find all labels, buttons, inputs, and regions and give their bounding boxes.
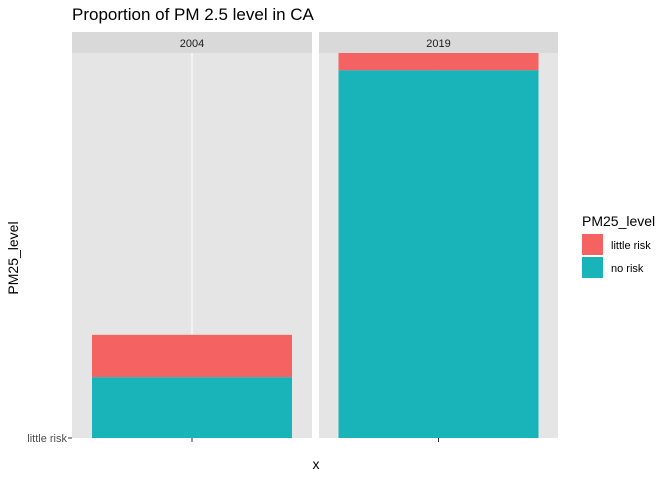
- bar-no-risk-2004: [92, 377, 292, 438]
- facet-strip: [319, 32, 558, 53]
- bar-no-risk-2019: [338, 70, 539, 438]
- legend-label: no risk: [611, 263, 644, 275]
- facet-strip: [72, 32, 312, 53]
- facet-2019: 2019: [319, 32, 558, 442]
- bar-little-risk-2019: [338, 53, 539, 71]
- chart-title: Proportion of PM 2.5 level in CA: [72, 5, 315, 24]
- facet-strip-label: 2019: [426, 38, 450, 50]
- bar-little-risk-2004: [92, 334, 292, 378]
- legend-swatch: [582, 257, 603, 278]
- legend-swatch: [582, 234, 603, 255]
- legend-label: little risk: [611, 240, 651, 252]
- legend: PM25_level little risk no risk: [582, 213, 655, 278]
- facet-strip-label: 2004: [180, 38, 204, 50]
- facet-panels: 2004 2019: [72, 32, 558, 442]
- y-axis-title: PM25_level: [5, 221, 21, 294]
- y-tick-label: little risk: [27, 433, 67, 445]
- facet-2004: 2004: [72, 32, 312, 442]
- x-axis-title: x: [313, 456, 320, 472]
- legend-title: PM25_level: [582, 213, 655, 229]
